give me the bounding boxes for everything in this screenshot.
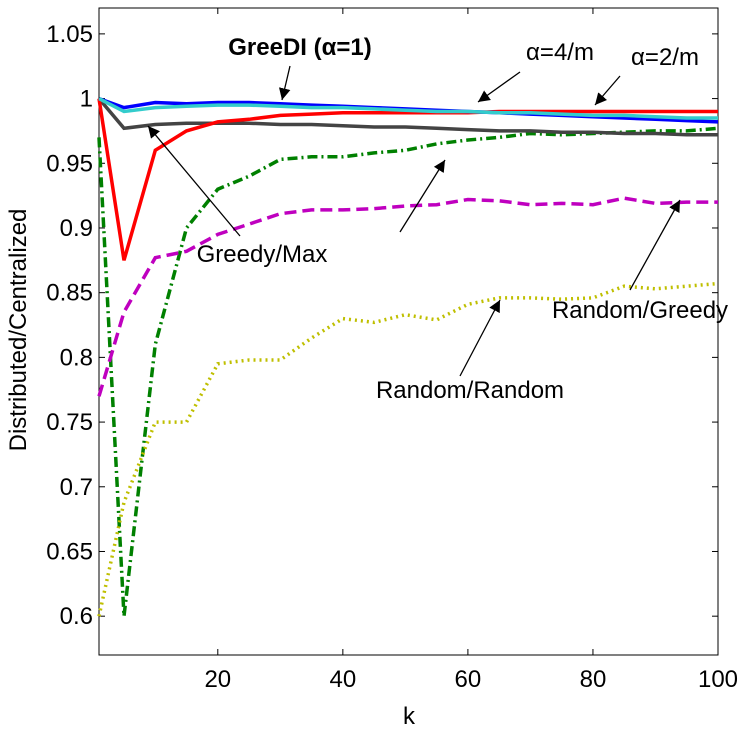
y-tick-label: 0.85 (46, 280, 93, 307)
y-tick-label: 0.65 (46, 538, 93, 565)
y-tick-label: 0.8 (60, 344, 93, 371)
annotation-arrow (278, 65, 291, 101)
x-tick-label: 100 (698, 666, 738, 693)
y-tick-label: 0.9 (60, 215, 93, 242)
annotation-arrow (477, 71, 521, 103)
annotation-label: α=2/m (631, 44, 699, 71)
annotation-arrow (459, 299, 501, 377)
series-line (97, 98, 718, 261)
annotation-label: Random/Random (376, 377, 564, 404)
annotation-label: Random/Greedy (552, 297, 728, 324)
y-tick-label: 1.05 (46, 21, 93, 48)
annotation-arrow (594, 75, 621, 106)
x-tick-label: 60 (455, 666, 482, 693)
series-line (98, 97, 718, 120)
x-tick-label: 80 (580, 666, 607, 693)
y-axis-label: Distributed/Centralized (5, 209, 32, 452)
y-tick-label: 1 (80, 86, 93, 113)
annotation-arrow (399, 159, 446, 233)
series-line (97, 196, 718, 397)
annotation-label: GreeDI (α=1) (228, 34, 371, 61)
y-tick-label: 0.75 (46, 409, 93, 436)
x-axis-label: k (403, 703, 416, 730)
annotation-label: Greedy/Max (197, 241, 328, 268)
x-tick-label: 40 (329, 666, 356, 693)
annotation-label: α=4/m (526, 39, 594, 66)
annotation-arrow (629, 199, 681, 291)
x-tick-label: 20 (204, 666, 231, 693)
annotation-arrow (147, 125, 241, 237)
series-line (97, 97, 718, 137)
y-tick-label: 0.95 (46, 150, 93, 177)
y-tick-label: 0.6 (60, 603, 93, 630)
y-tick-label: 0.7 (60, 474, 93, 501)
